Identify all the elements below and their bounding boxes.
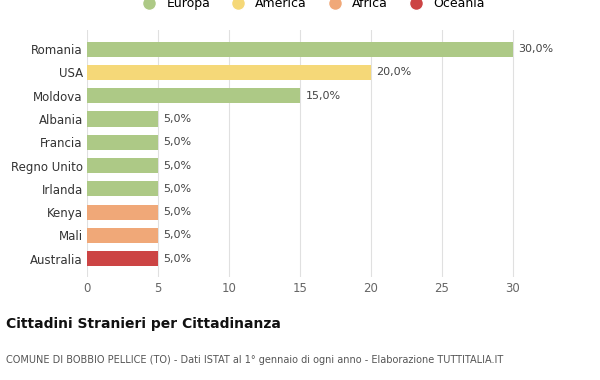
Bar [87, 228, 158, 243]
Text: 5,0%: 5,0% [164, 137, 192, 147]
Text: 5,0%: 5,0% [164, 230, 192, 240]
Bar [87, 88, 300, 103]
Text: 30,0%: 30,0% [518, 44, 554, 54]
Bar [87, 135, 158, 150]
Text: 15,0%: 15,0% [305, 91, 341, 101]
Text: COMUNE DI BOBBIO PELLICE (TO) - Dati ISTAT al 1° gennaio di ogni anno - Elaboraz: COMUNE DI BOBBIO PELLICE (TO) - Dati IST… [6, 355, 503, 365]
Text: 20,0%: 20,0% [376, 68, 412, 78]
Bar [87, 251, 158, 266]
Text: Cittadini Stranieri per Cittadinanza: Cittadini Stranieri per Cittadinanza [6, 317, 281, 331]
Bar [87, 42, 513, 57]
Bar [87, 181, 158, 196]
Legend: Europa, America, Africa, Oceania: Europa, America, Africa, Oceania [131, 0, 490, 15]
Bar [87, 65, 371, 80]
Bar [87, 204, 158, 220]
Text: 5,0%: 5,0% [164, 207, 192, 217]
Text: 5,0%: 5,0% [164, 114, 192, 124]
Text: 5,0%: 5,0% [164, 160, 192, 171]
Bar [87, 158, 158, 173]
Text: 5,0%: 5,0% [164, 253, 192, 264]
Bar [87, 111, 158, 127]
Text: 5,0%: 5,0% [164, 184, 192, 194]
